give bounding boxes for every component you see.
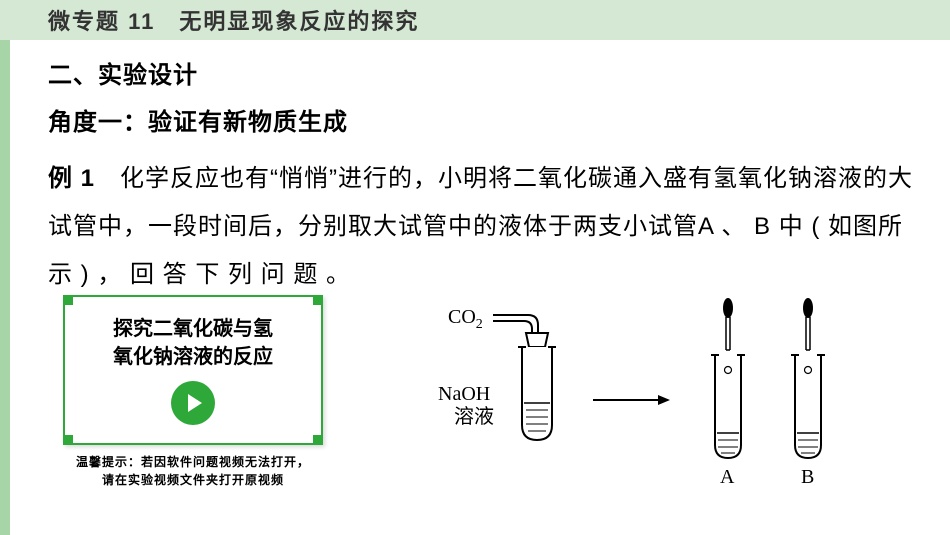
video-box[interactable]: 探究二氧化碳与氢 氧化钠溶液的反应	[63, 295, 323, 445]
video-title: 探究二氧化碳与氢 氧化钠溶液的反应	[113, 315, 273, 371]
label-tube-a: A	[720, 466, 735, 488]
angle-title: 角度一：验证有新物质生成	[48, 102, 920, 137]
example-label: 例 1	[48, 165, 95, 192]
header-bar: 微专题 11 无明显现象反应的探究	[0, 0, 950, 40]
label-co2: CO2	[448, 306, 483, 332]
diagram: CO2 NaOH 溶液 A B	[398, 295, 920, 485]
label-solution: 溶液	[454, 405, 494, 428]
content-area: 二、实验设计 角度一：验证有新物质生成 例 1 化学反应也有“悄悄”进行的，小明…	[48, 55, 920, 299]
lower-row: 探究二氧化碳与氢 氧化钠溶液的反应 温馨提示：若因软件问题视频无法打开， 请在实…	[48, 295, 920, 489]
header-title: 微专题 11 无明显现象反应的探究	[48, 4, 419, 36]
video-hint: 温馨提示：若因软件问题视频无法打开， 请在实验视频文件夹打开原视频	[48, 453, 338, 489]
video-block: 探究二氧化碳与氢 氧化钠溶液的反应 温馨提示：若因软件问题视频无法打开， 请在实…	[48, 295, 338, 489]
test-tube-a	[711, 298, 745, 458]
large-test-tube	[518, 347, 556, 440]
section-title: 二、实验设计	[48, 55, 920, 90]
video-hint-line2: 请在实验视频文件夹打开原视频	[102, 473, 284, 487]
label-tube-b: B	[801, 466, 814, 488]
video-corner-bl	[63, 435, 73, 445]
video-corner-br	[313, 435, 323, 445]
video-corner-tr	[313, 295, 323, 305]
arrow-icon	[593, 395, 670, 405]
label-naoh: NaOH	[438, 383, 490, 405]
video-hint-line1: 温馨提示：若因软件问题视频无法打开，	[76, 455, 310, 469]
example-text: 例 1 化学反应也有“悄悄”进行的，小明将二氧化碳通入盛有氢氧化钠溶液的大试管中…	[48, 155, 920, 299]
play-icon	[188, 394, 202, 412]
play-button[interactable]	[171, 381, 215, 425]
video-title-line2: 氧化钠溶液的反应	[113, 346, 273, 368]
diagram-svg: CO2 NaOH 溶液 A B	[398, 295, 918, 495]
video-title-line1: 探究二氧化碳与氢	[113, 318, 273, 340]
left-accent-bar	[0, 0, 10, 535]
example-body: 化学反应也有“悄悄”进行的，小明将二氧化碳通入盛有氢氧化钠溶液的大试管中，一段时…	[48, 165, 913, 288]
video-corner-tl	[63, 295, 73, 305]
test-tube-b	[791, 298, 825, 458]
